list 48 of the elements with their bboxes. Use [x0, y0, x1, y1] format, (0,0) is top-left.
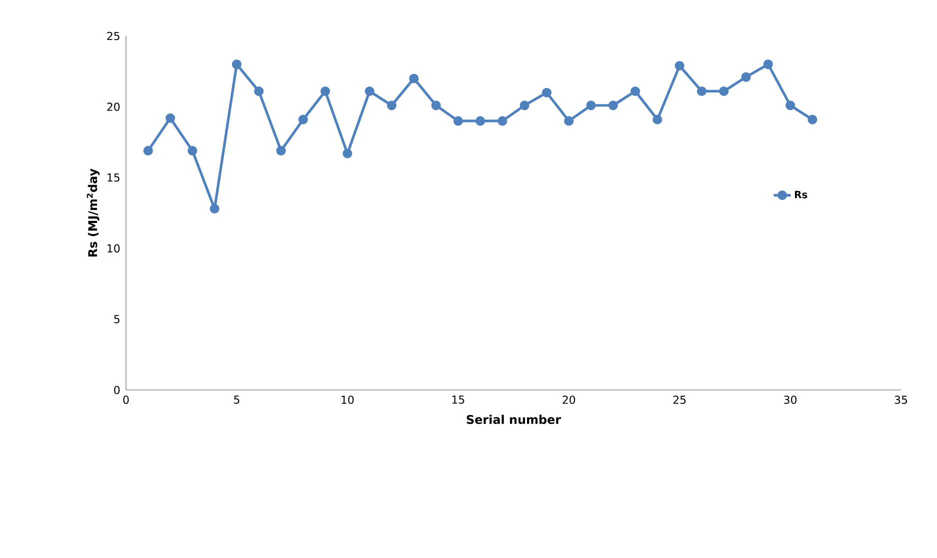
x-axis-title: Serial number [466, 414, 562, 424]
x-tick-label: 30 [784, 396, 797, 404]
point [320, 86, 330, 96]
x-tick-label: 35 [894, 396, 908, 404]
point [586, 100, 596, 110]
y-axis-title: Rs (MJ/m$^{2}$day [86, 168, 100, 257]
point [276, 146, 286, 156]
y-tick-label: 0 [114, 386, 120, 394]
x-tick-label: 25 [673, 396, 686, 404]
point [696, 86, 706, 96]
point [431, 100, 441, 110]
x-tick-label: 5 [234, 396, 240, 404]
point [453, 116, 463, 126]
point [364, 86, 374, 96]
y-tick-label: 20 [107, 102, 120, 111]
x-tick-label: 0 [123, 396, 129, 404]
point [786, 100, 796, 110]
point [386, 100, 396, 110]
point [763, 60, 773, 70]
point [254, 86, 264, 96]
x-tick-label: 10 [342, 396, 354, 404]
x-tick-label: 20 [562, 396, 576, 404]
point [741, 72, 751, 82]
point [808, 114, 818, 124]
point [476, 116, 486, 126]
point [342, 148, 352, 158]
point [630, 86, 640, 96]
y-tick-label: 25 [107, 32, 120, 40]
x-tick-label: 15 [452, 396, 464, 404]
legend-label: Rs [794, 190, 808, 198]
point [188, 146, 198, 156]
y-tick-label: 10 [108, 244, 120, 253]
point [608, 100, 618, 110]
point [674, 60, 684, 71]
point [719, 86, 729, 96]
point [542, 88, 552, 98]
point [409, 74, 419, 84]
point [564, 116, 574, 126]
point [232, 60, 242, 70]
point [652, 114, 662, 124]
point [298, 114, 308, 124]
point [498, 116, 508, 126]
y-tick-label: 15 [108, 174, 120, 182]
point [520, 100, 530, 110]
point [143, 146, 153, 156]
y-tick-label: 5 [114, 315, 120, 324]
point [166, 113, 176, 123]
point [210, 204, 220, 214]
